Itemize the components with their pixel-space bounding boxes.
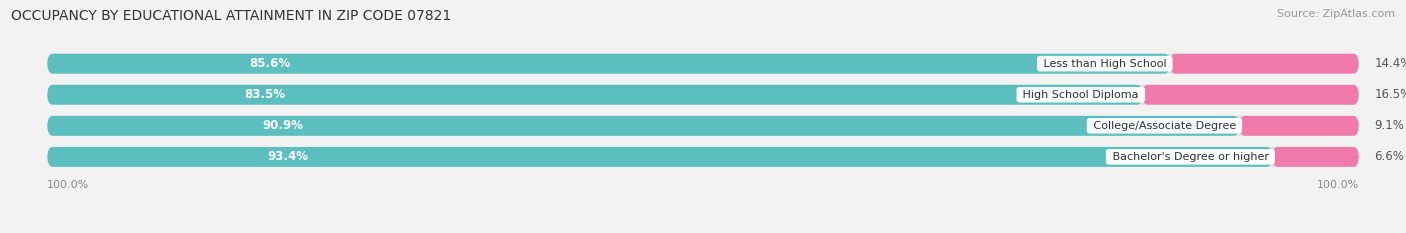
Text: 6.6%: 6.6%: [1375, 150, 1405, 163]
Text: 14.4%: 14.4%: [1375, 57, 1406, 70]
FancyBboxPatch shape: [48, 54, 1358, 74]
Text: 16.5%: 16.5%: [1375, 88, 1406, 101]
FancyBboxPatch shape: [48, 147, 1272, 167]
Text: 9.1%: 9.1%: [1375, 119, 1405, 132]
Text: High School Diploma: High School Diploma: [1019, 90, 1142, 100]
FancyBboxPatch shape: [48, 85, 1143, 105]
Text: Less than High School: Less than High School: [1039, 59, 1170, 69]
Text: 100.0%: 100.0%: [48, 180, 90, 190]
FancyBboxPatch shape: [48, 85, 1358, 105]
Text: 83.5%: 83.5%: [245, 88, 285, 101]
FancyBboxPatch shape: [48, 54, 1170, 74]
Text: College/Associate Degree: College/Associate Degree: [1090, 121, 1239, 131]
Text: Bachelor's Degree or higher: Bachelor's Degree or higher: [1109, 152, 1272, 162]
Text: OCCUPANCY BY EDUCATIONAL ATTAINMENT IN ZIP CODE 07821: OCCUPANCY BY EDUCATIONAL ATTAINMENT IN Z…: [11, 9, 451, 23]
FancyBboxPatch shape: [48, 147, 1358, 167]
FancyBboxPatch shape: [48, 116, 1358, 136]
FancyBboxPatch shape: [1272, 147, 1358, 167]
FancyBboxPatch shape: [1142, 85, 1358, 105]
Text: 93.4%: 93.4%: [267, 150, 309, 163]
Text: Source: ZipAtlas.com: Source: ZipAtlas.com: [1277, 9, 1395, 19]
FancyBboxPatch shape: [48, 116, 1240, 136]
Text: 90.9%: 90.9%: [262, 119, 302, 132]
FancyBboxPatch shape: [1239, 116, 1358, 136]
Text: 85.6%: 85.6%: [249, 57, 291, 70]
Text: 100.0%: 100.0%: [1316, 180, 1358, 190]
FancyBboxPatch shape: [1170, 54, 1358, 74]
